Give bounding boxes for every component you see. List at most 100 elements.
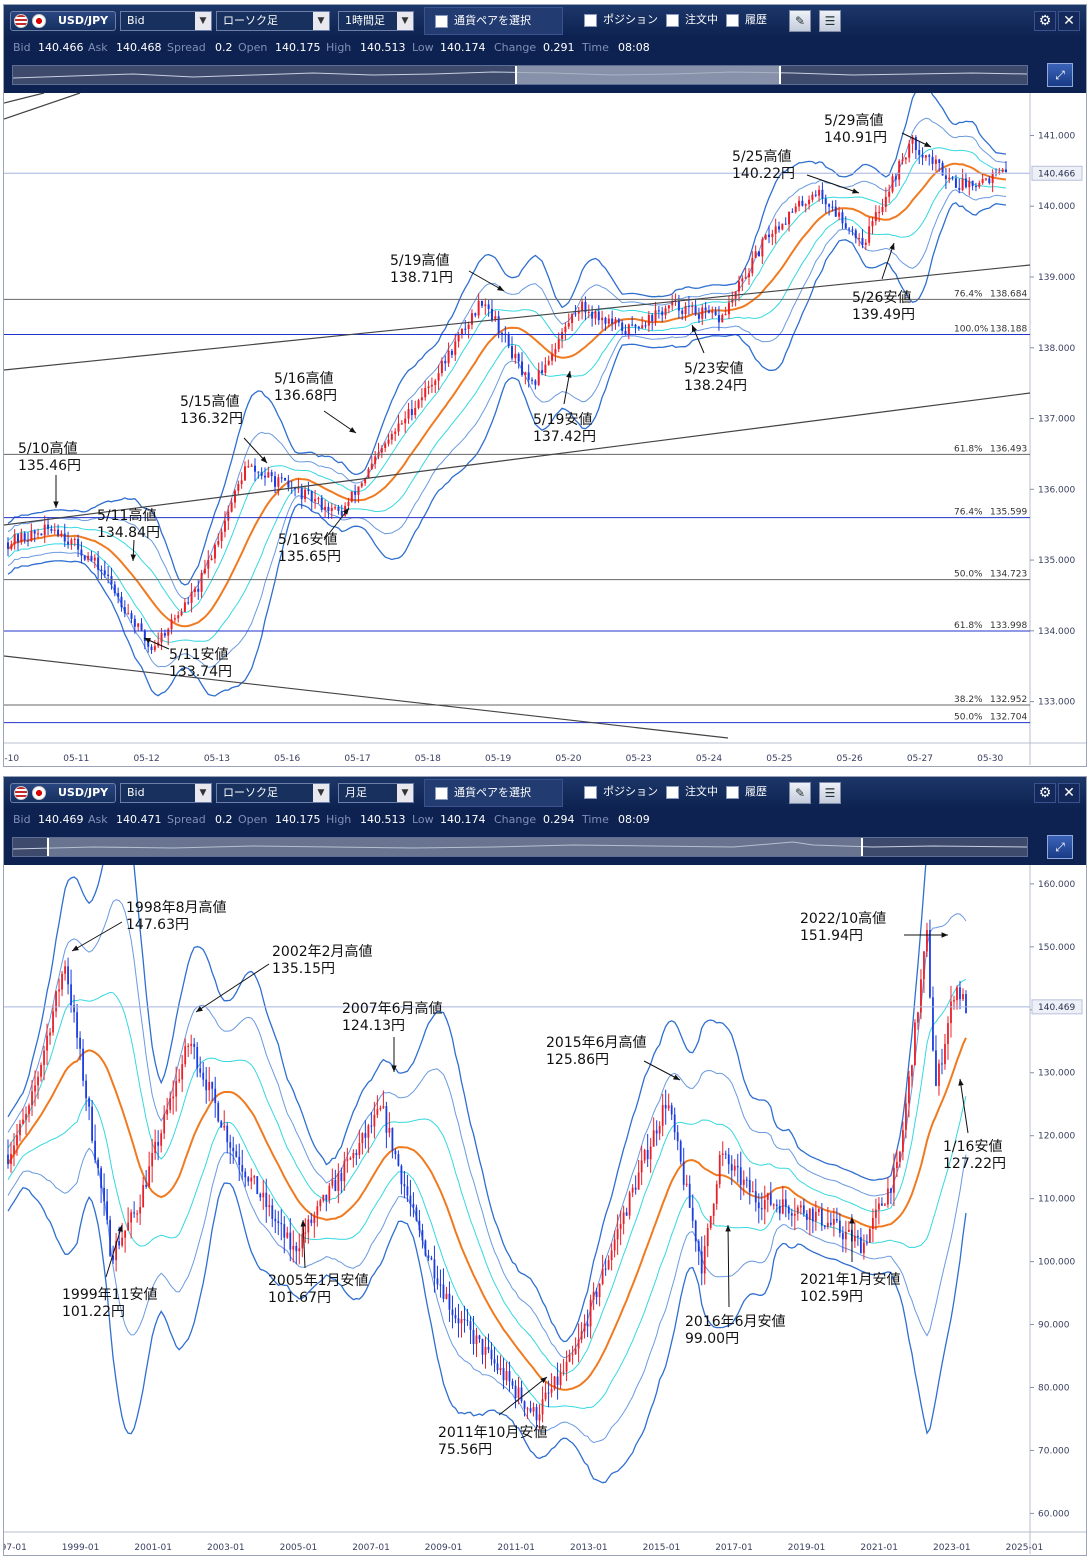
candle-body xyxy=(169,1098,172,1110)
candle-body xyxy=(655,1130,658,1134)
draw-tool-icon[interactable]: ✎ xyxy=(789,782,811,804)
candle-body xyxy=(700,1251,703,1274)
candle-body xyxy=(739,1167,742,1185)
candle-body xyxy=(53,529,56,531)
candle-body xyxy=(711,311,714,313)
layout-icon[interactable]: ☰ xyxy=(819,782,841,804)
timeframe-select[interactable]: 1時間足 ▼ xyxy=(338,11,414,31)
select-pair-button[interactable]: 通貨ペアを選択 xyxy=(424,779,563,807)
x-tick-label: 2003-01 xyxy=(207,1543,245,1553)
candle-body xyxy=(914,136,917,150)
candle-body xyxy=(534,380,537,385)
candle-body xyxy=(598,1283,601,1298)
position-checkbox[interactable]: ポジション xyxy=(584,783,658,803)
navigator-range-handle[interactable] xyxy=(515,66,781,84)
gear-icon[interactable]: ⚙ xyxy=(1034,783,1056,803)
chevron-down-icon: ▼ xyxy=(195,12,211,30)
candle-body xyxy=(676,1132,679,1142)
price-type-select[interactable]: Bid ▼ xyxy=(120,11,212,31)
candle-body xyxy=(175,1080,178,1097)
pair-selector[interactable]: USD/JPY xyxy=(10,11,116,31)
annotation-arrowhead xyxy=(117,1225,123,1232)
chevron-down-icon: ▼ xyxy=(313,12,329,30)
candle-body xyxy=(46,1035,48,1051)
chart-panel-monthly: USD/JPY Bid ▼ ローソク足 ▼ 月足 ▼ 通貨ペアを選択 ポジション 注文… xyxy=(3,776,1087,1556)
annotation-label: 1999年11安値 xyxy=(62,1287,157,1303)
annotation-arrow xyxy=(959,1078,969,1134)
candle-body xyxy=(529,1408,532,1412)
annotation-label: 2007年6月高値 xyxy=(342,1000,443,1017)
candle-body xyxy=(271,1205,274,1219)
candle-body xyxy=(304,489,307,500)
expand-icon[interactable]: ⤢ xyxy=(1047,63,1073,87)
candle-body xyxy=(565,1361,568,1372)
price-type-select[interactable]: Bid ▼ xyxy=(120,783,212,803)
orders-checkbox[interactable]: 注文中 xyxy=(666,11,718,31)
candle-body xyxy=(391,1127,394,1151)
candle-body xyxy=(905,1103,907,1131)
navigator-track[interactable] xyxy=(12,65,1028,85)
y-axis-area xyxy=(1030,93,1086,765)
chart-type-select[interactable]: ローソク足 ▼ xyxy=(216,783,330,803)
spread-value: 0.2 xyxy=(215,813,233,826)
history-checkbox[interactable]: 履歴 xyxy=(726,783,767,803)
candle-body xyxy=(361,1133,364,1144)
candle-body xyxy=(874,212,877,222)
candle-body xyxy=(97,1159,99,1169)
candle-body xyxy=(31,1091,33,1106)
candle-body xyxy=(25,1113,27,1120)
draw-tool-icon[interactable]: ✎ xyxy=(789,10,811,32)
candle-body xyxy=(80,549,83,556)
layout-icon[interactable]: ☰ xyxy=(819,10,841,32)
select-pair-button[interactable]: 通貨ペアを選択 xyxy=(424,7,563,35)
candle-body xyxy=(677,300,680,311)
candle-body xyxy=(617,319,620,323)
candle-body xyxy=(712,1203,715,1216)
candle-body xyxy=(591,311,594,319)
candle-body xyxy=(214,1088,217,1104)
candle-body xyxy=(527,372,530,380)
candle-body xyxy=(139,1207,142,1214)
candle-body xyxy=(350,491,353,502)
candle-body xyxy=(337,507,340,511)
candle-body xyxy=(13,1145,15,1154)
candle-body xyxy=(884,1204,886,1206)
candle-body xyxy=(70,539,73,545)
navigator-range-handle[interactable] xyxy=(47,838,863,856)
candle-body xyxy=(280,1223,283,1225)
expand-icon[interactable]: ⤢ xyxy=(1047,835,1073,859)
candle-body xyxy=(511,346,514,359)
candle-body xyxy=(500,333,503,335)
current-price-badge xyxy=(1031,999,1083,1015)
history-checkbox[interactable]: 履歴 xyxy=(726,11,767,31)
candle-body xyxy=(100,569,103,571)
y-tick-label: 100.000 xyxy=(1038,1258,1075,1268)
candle-body xyxy=(117,593,120,597)
candle-body xyxy=(523,1401,526,1409)
chart-type-select[interactable]: ローソク足 ▼ xyxy=(216,11,330,31)
close-icon[interactable]: ✕ xyxy=(1058,11,1080,31)
candle-body xyxy=(262,1192,265,1198)
navigator-track[interactable] xyxy=(12,837,1028,857)
pair-selector[interactable]: USD/JPY xyxy=(10,783,116,803)
bollinger-2sigma-line xyxy=(7,1147,967,1444)
candle-body xyxy=(137,623,140,627)
gear-icon[interactable]: ⚙ xyxy=(1034,11,1056,31)
x-tick-label: 2017-01 xyxy=(715,1543,753,1553)
timeframe-select[interactable]: 月足 ▼ xyxy=(338,783,414,803)
candle-body xyxy=(424,1240,427,1256)
annotation-arrowhead xyxy=(692,325,698,332)
candle-body xyxy=(872,1217,874,1229)
candle-body xyxy=(230,502,233,512)
candle-body xyxy=(929,930,931,998)
annotation-value: 140.22円 xyxy=(732,166,795,182)
position-checkbox[interactable]: ポジション xyxy=(584,11,658,31)
annotation-label: 5/11高値 xyxy=(97,507,156,524)
close-icon[interactable]: ✕ xyxy=(1058,783,1080,803)
candle-body xyxy=(207,560,210,569)
candle-body xyxy=(440,360,443,374)
candle-body xyxy=(808,1208,811,1220)
orders-checkbox[interactable]: 注文中 xyxy=(666,783,718,803)
candle-body xyxy=(130,1212,133,1223)
candle-body xyxy=(170,619,173,630)
